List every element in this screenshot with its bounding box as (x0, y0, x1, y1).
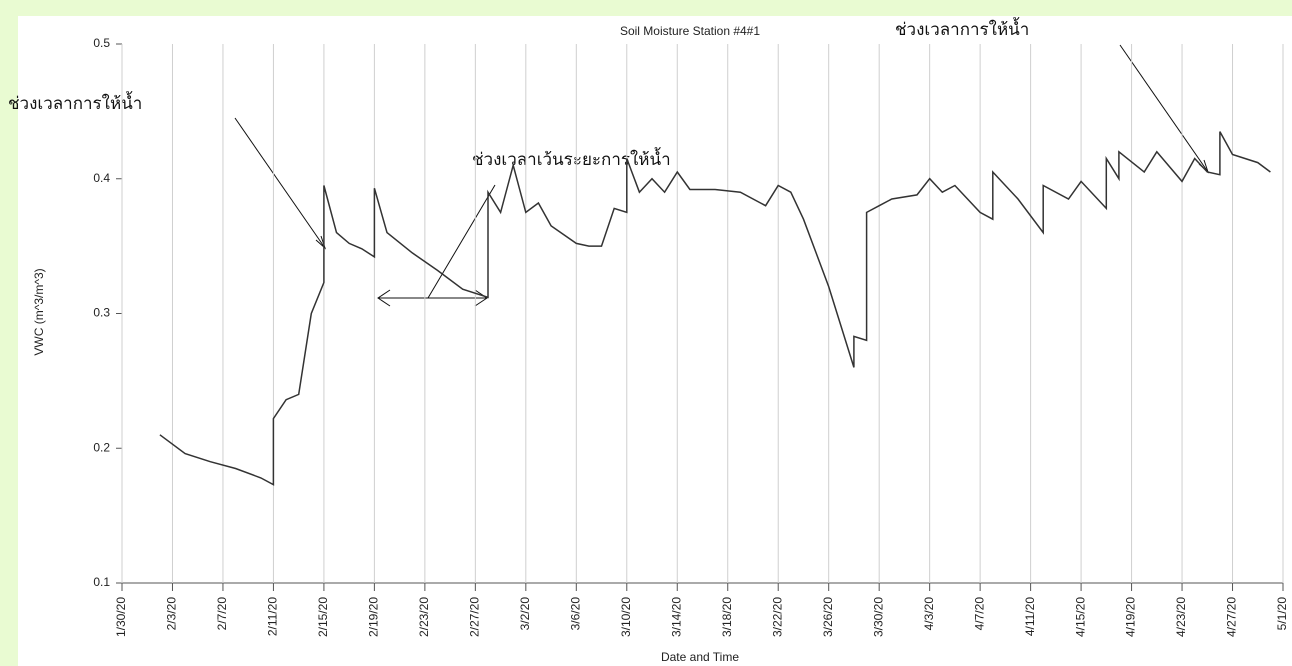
y-tick-label: 0.4 (93, 171, 110, 185)
x-tick-label: 4/23/20 (1174, 597, 1188, 637)
x-tick-label: 2/15/20 (316, 597, 330, 637)
y-axis-label: VWC (m^3/m^3) (32, 268, 46, 355)
x-tick-label: 4/19/20 (1124, 597, 1138, 637)
y-tick-label: 0.5 (93, 36, 110, 50)
y-tick-label: 0.1 (93, 575, 110, 589)
x-tick-label: 4/11/20 (1023, 597, 1037, 636)
chart-title: Soil Moisture Station #4#1 (620, 24, 760, 38)
x-tick-label: 4/7/20 (972, 597, 986, 631)
x-tick-label: 2/19/20 (367, 597, 381, 637)
data-line (159, 131, 1271, 486)
x-tick-label: 3/30/20 (871, 597, 885, 637)
annotation: ช่วงเวลาเว้นระยะการให้น้ำ (472, 147, 671, 170)
x-tick-label: 3/10/20 (619, 597, 633, 637)
x-tick-label: 3/18/20 (720, 597, 734, 637)
panel (18, 16, 1292, 666)
y-tick-label: 0.2 (93, 440, 110, 454)
x-tick-label: 3/26/20 (821, 597, 835, 637)
x-tick-label: 2/11/20 (266, 597, 280, 636)
y-tick-label: 0.3 (93, 306, 110, 320)
x-tick-label: 3/6/20 (568, 597, 582, 631)
x-tick-label: 5/1/20 (1275, 597, 1289, 631)
x-tick-label: 4/27/20 (1225, 597, 1239, 637)
x-axis-label: Date and Time (661, 650, 739, 664)
x-tick-label: 2/3/20 (165, 597, 179, 631)
x-tick-label: 3/14/20 (669, 597, 683, 637)
x-tick-label: 4/3/20 (922, 597, 936, 631)
x-tick-label: 2/27/20 (468, 597, 482, 637)
x-tick-label: 2/23/20 (417, 597, 431, 637)
annotation: ช่วงเวลาการให้น้ำ (8, 91, 142, 114)
x-tick-label: 3/2/20 (518, 597, 532, 631)
x-tick-label: 2/7/20 (215, 597, 229, 631)
x-tick-label: 4/15/20 (1073, 597, 1087, 637)
annotation: ช่วงเวลาการให้น้ำ (895, 17, 1029, 40)
x-tick-label: 3/22/20 (770, 597, 784, 637)
x-tick-label: 1/30/20 (114, 597, 128, 637)
